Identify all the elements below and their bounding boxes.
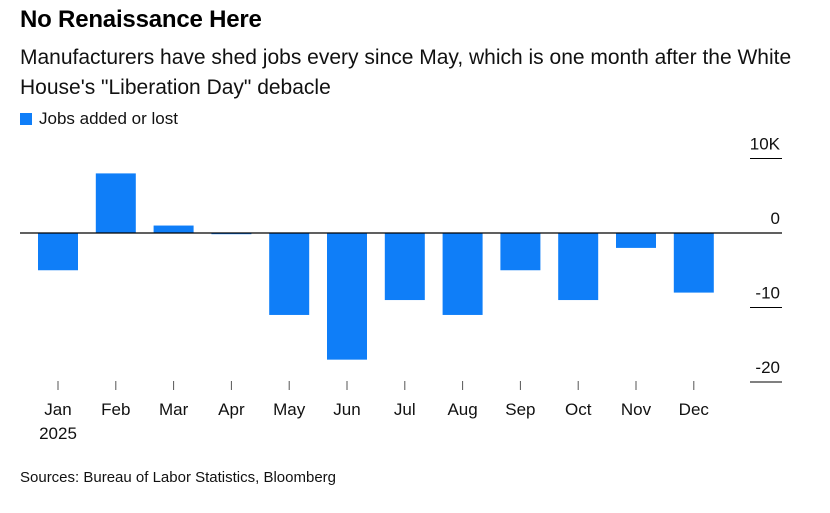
bar-feb (95, 173, 136, 233)
x-tick-label-jan: Jan (44, 400, 71, 419)
legend-swatch (20, 113, 32, 125)
x-tick-label-jun: Jun (333, 400, 360, 419)
bar-mar (153, 225, 194, 233)
x-tick-label-feb: Feb (101, 400, 130, 419)
bar-may (269, 233, 310, 315)
x-year-label: 2025 (39, 424, 77, 443)
y-tick-label-0: 10K (750, 135, 781, 154)
x-tick-label-mar: Mar (159, 400, 189, 419)
y-tick-label-2: -10 (755, 284, 780, 303)
bar-sep (500, 233, 541, 271)
chart-title: No Renaissance Here (20, 6, 262, 33)
source-note: Sources: Bureau of Labor Statistics, Blo… (20, 469, 336, 486)
x-tick-label-oct: Oct (565, 400, 592, 419)
x-tick-label-jul: Jul (394, 400, 416, 419)
bar-nov (616, 233, 656, 248)
bar-jan (38, 233, 78, 271)
bar-oct (558, 233, 599, 301)
bar-jul (384, 233, 425, 301)
legend-label: Jobs added or lost (39, 109, 178, 128)
y-tick-label-3: -20 (755, 358, 780, 377)
bar-dec (673, 233, 714, 293)
bar-aug (442, 233, 483, 315)
bar-jun (327, 233, 367, 360)
chart-subtitle: Manufacturers have shed jobs every since… (20, 46, 792, 99)
x-tick-label-nov: Nov (621, 400, 652, 419)
x-tick-label-aug: Aug (447, 400, 477, 419)
legend: Jobs added or lost (20, 109, 178, 129)
x-tick-label-dec: Dec (679, 400, 710, 419)
x-tick-label-may: May (273, 400, 306, 419)
x-tick-label-apr: Apr (218, 400, 245, 419)
bar-apr (211, 233, 252, 235)
y-tick-label-1: 0 (771, 209, 780, 228)
x-tick-label-sep: Sep (505, 400, 535, 419)
